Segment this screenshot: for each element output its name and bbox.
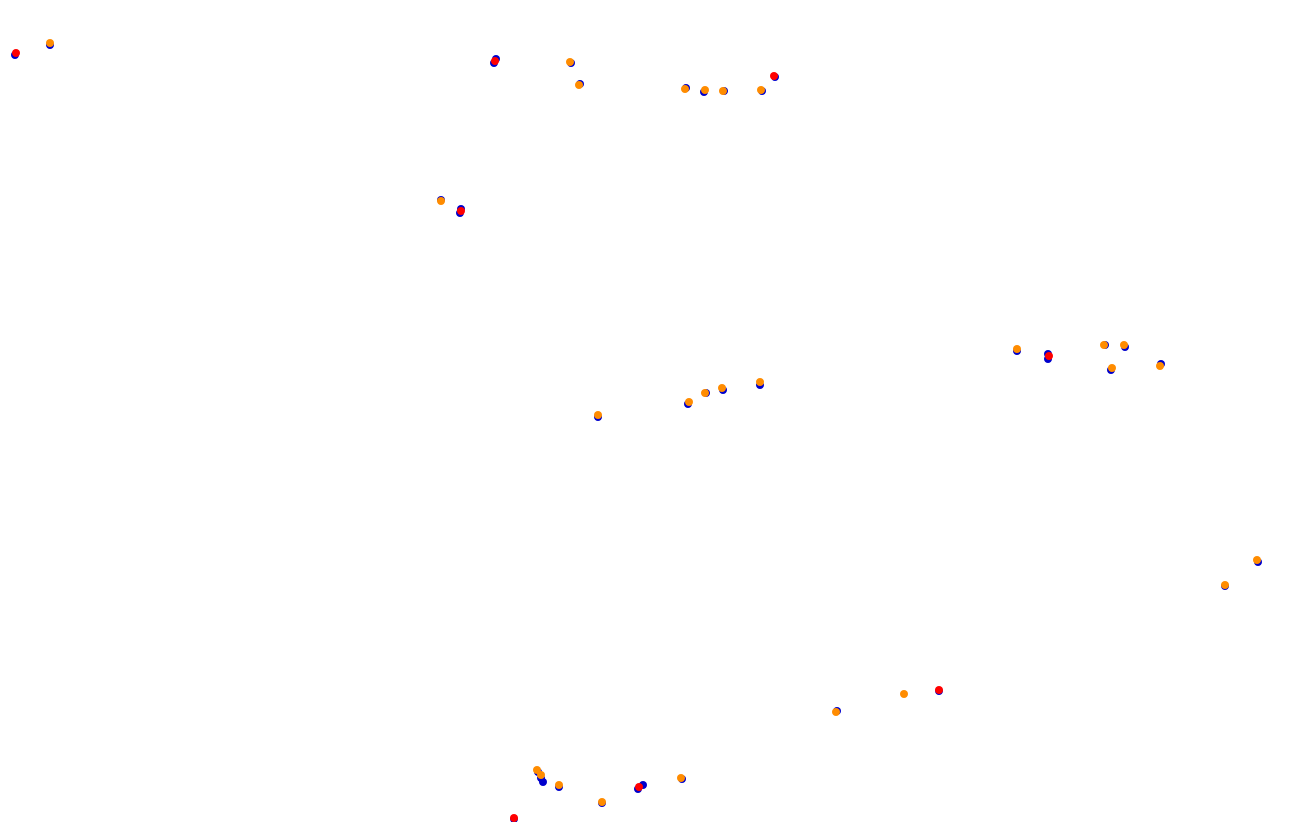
- point: [539, 778, 547, 786]
- point: [719, 87, 727, 95]
- point: [1156, 362, 1164, 370]
- point: [491, 57, 499, 65]
- point: [718, 384, 726, 392]
- point: [575, 81, 583, 89]
- point: [681, 85, 689, 93]
- point: [594, 411, 602, 419]
- point: [1013, 345, 1021, 353]
- point: [510, 814, 518, 822]
- point: [1108, 364, 1116, 372]
- point: [757, 86, 765, 94]
- point: [1253, 556, 1261, 564]
- point: [935, 686, 943, 694]
- point: [555, 781, 563, 789]
- point: [12, 49, 20, 57]
- point: [770, 72, 778, 80]
- point: [832, 708, 840, 716]
- point: [900, 690, 908, 698]
- point: [685, 398, 693, 406]
- point: [537, 771, 545, 779]
- point: [1221, 581, 1229, 589]
- point: [635, 783, 643, 791]
- point: [1100, 341, 1108, 349]
- point: [1045, 352, 1053, 360]
- point: [598, 798, 606, 806]
- point: [701, 389, 709, 397]
- point: [457, 207, 465, 215]
- point: [677, 774, 685, 782]
- point: [46, 39, 54, 47]
- point: [437, 197, 445, 205]
- point: [701, 86, 709, 94]
- point: [1120, 341, 1128, 349]
- point: [566, 58, 574, 66]
- point: [756, 378, 764, 386]
